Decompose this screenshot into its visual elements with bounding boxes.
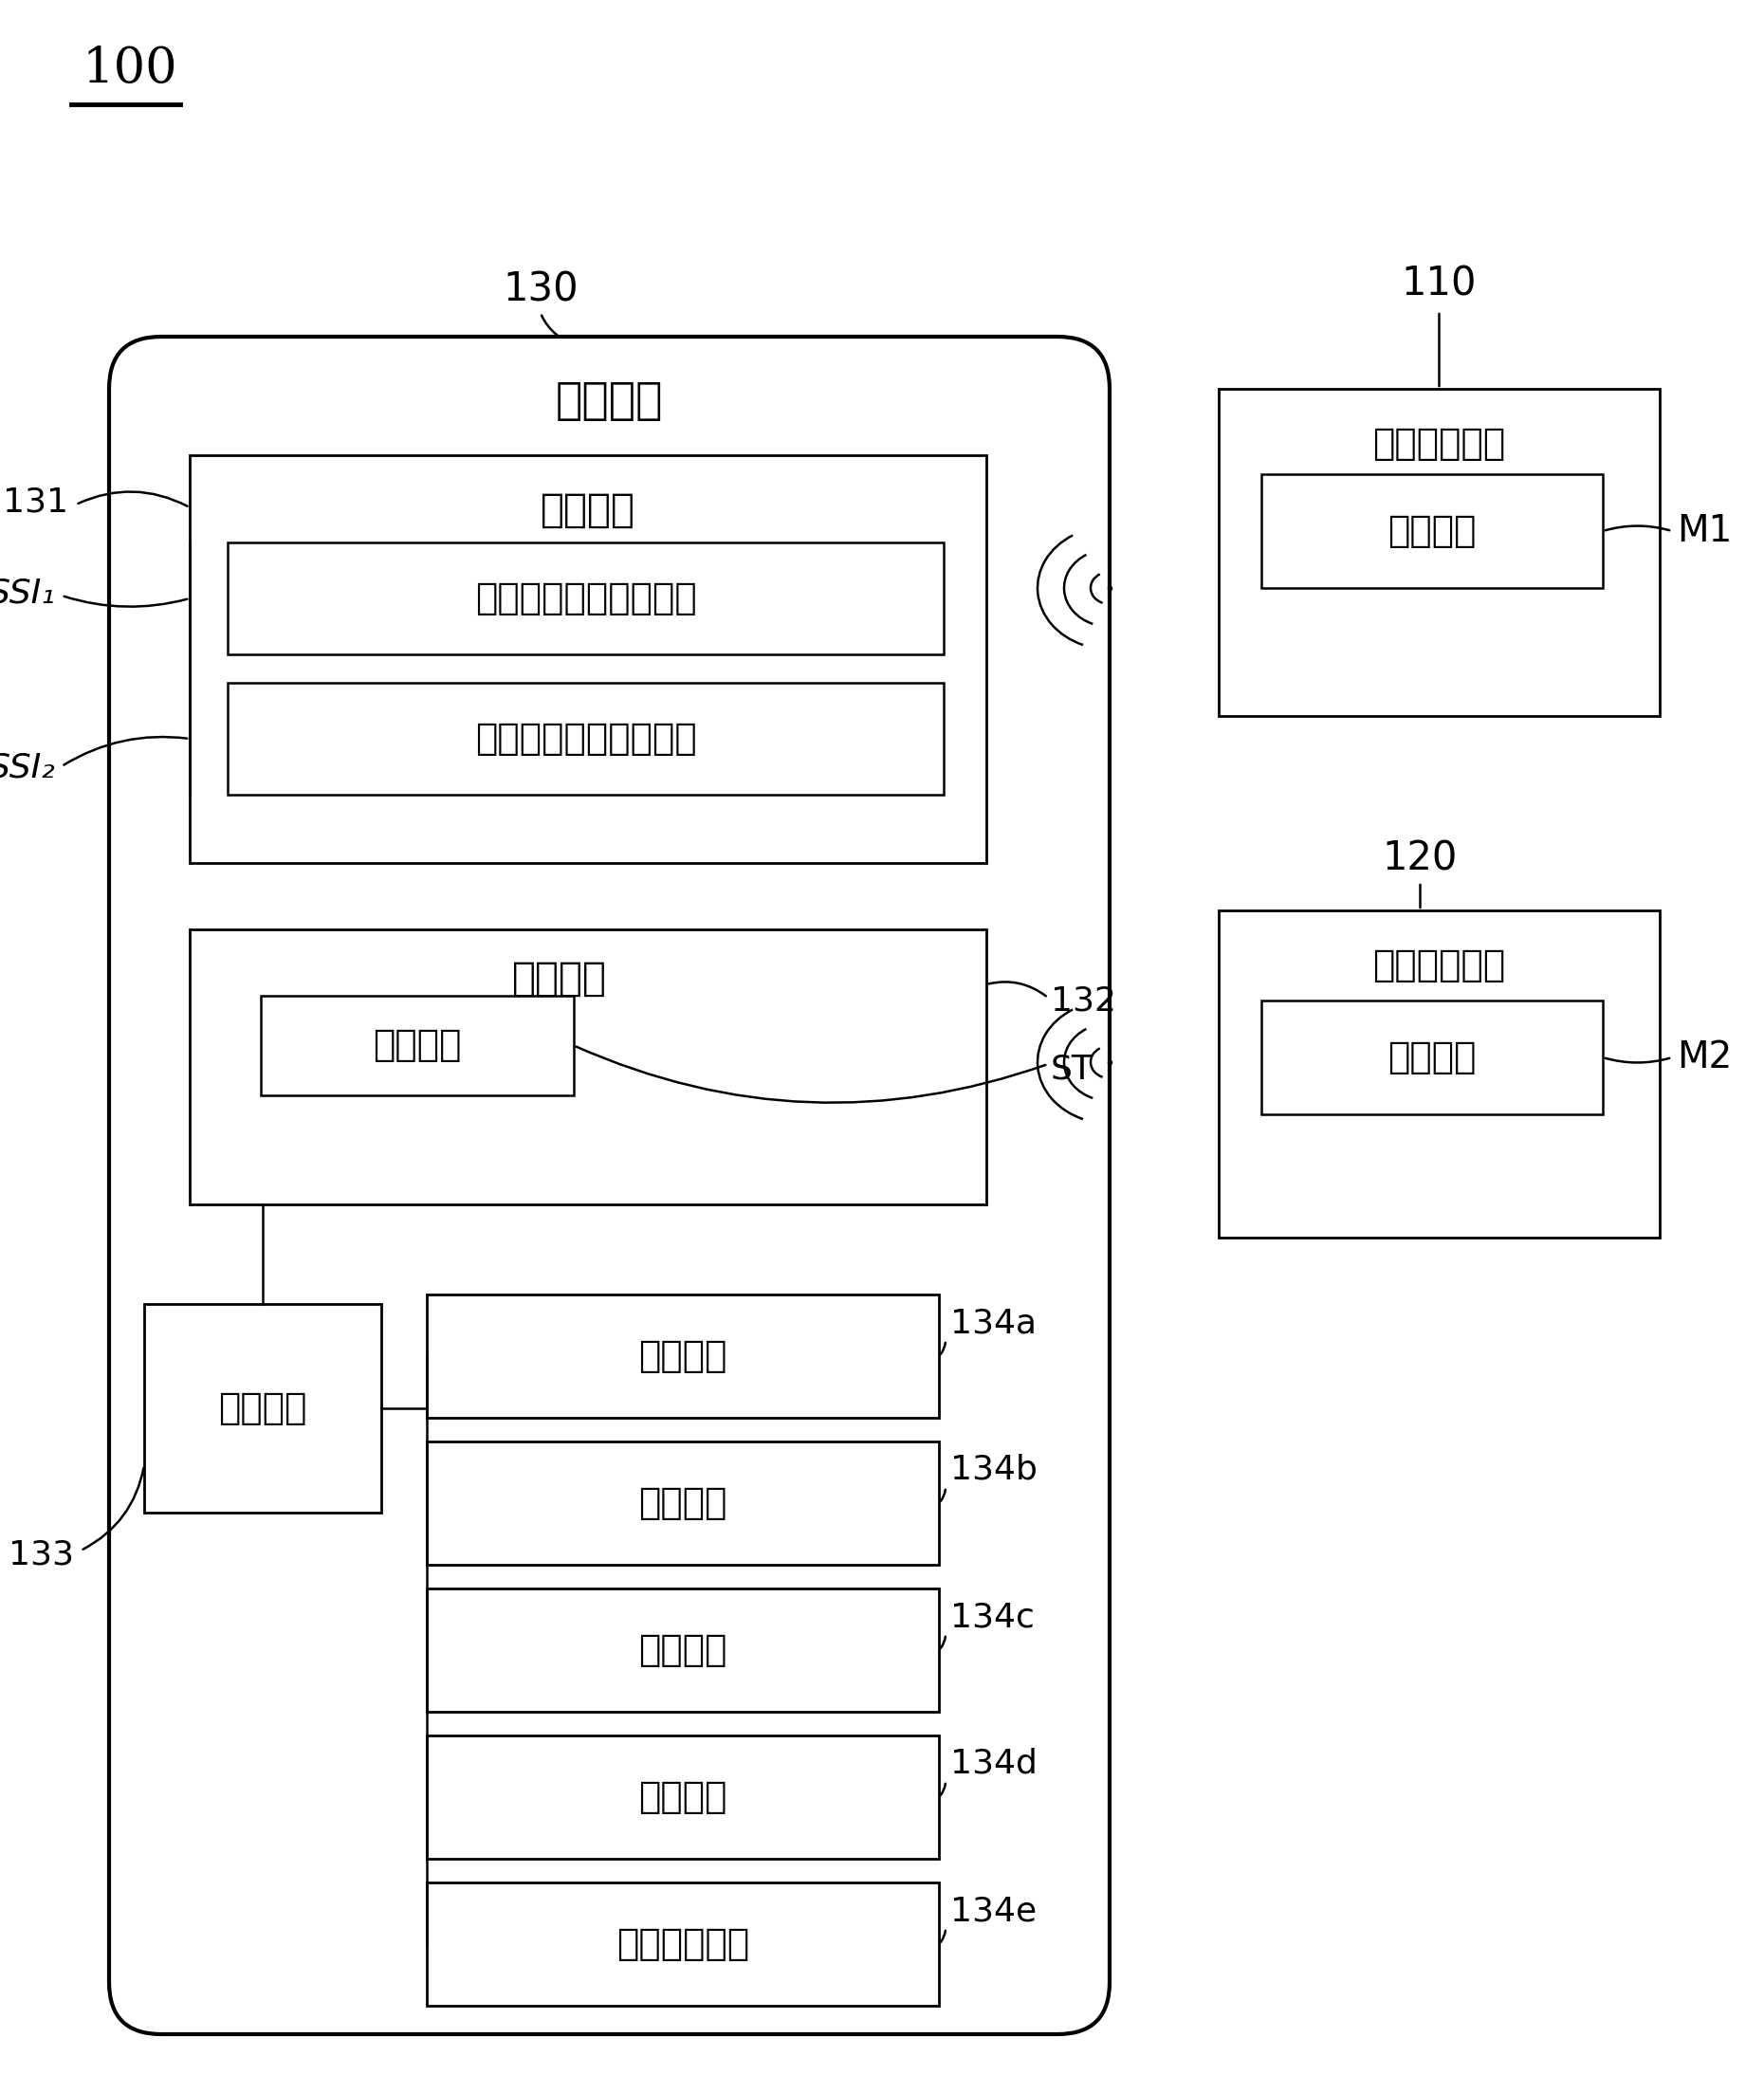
Bar — [427, 1735, 938, 1859]
FancyBboxPatch shape — [109, 337, 1110, 2034]
Text: 134b: 134b — [951, 1455, 1037, 1486]
Text: 第二通讯装置: 第二通讯装置 — [1372, 948, 1506, 984]
Text: 第二地址: 第二地址 — [1388, 1040, 1476, 1076]
Bar — [427, 1293, 938, 1417]
Text: RSSI₂: RSSI₂ — [0, 751, 55, 785]
Bar — [228, 682, 944, 795]
Text: 134e: 134e — [951, 1894, 1037, 1928]
Text: 显示模块: 显示模块 — [639, 1779, 727, 1815]
Bar — [1219, 910, 1660, 1237]
Text: 第一预设信号强度指标: 第一预设信号强度指标 — [475, 580, 697, 617]
Bar — [427, 1442, 938, 1566]
Text: 134c: 134c — [951, 1601, 1034, 1633]
Text: 系统软件: 系统软件 — [639, 1337, 727, 1375]
Text: 相机模块: 相机模块 — [639, 1633, 727, 1668]
Text: 通讯模块: 通讯模块 — [540, 490, 635, 530]
Text: 录音模块: 录音模块 — [639, 1486, 727, 1522]
Bar — [1219, 389, 1660, 716]
Bar — [1261, 1000, 1603, 1113]
Text: 第一地址: 第一地址 — [1388, 513, 1476, 548]
Text: RSSI₁: RSSI₁ — [0, 576, 55, 609]
Bar — [191, 454, 986, 862]
Text: 状态信息: 状态信息 — [372, 1028, 462, 1063]
Text: 120: 120 — [1383, 839, 1457, 879]
Bar — [191, 929, 986, 1203]
Text: M1: M1 — [1678, 513, 1732, 548]
Bar — [228, 542, 944, 655]
Bar — [261, 996, 573, 1095]
Text: 第一通讯装置: 第一通讯装置 — [1372, 425, 1506, 463]
Bar — [145, 1304, 381, 1513]
Text: 134d: 134d — [951, 1748, 1037, 1779]
Text: 133: 133 — [9, 1538, 74, 1572]
Text: 第二预设信号强度指标: 第二预设信号强度指标 — [475, 720, 697, 758]
Text: 存储模块: 存储模块 — [512, 959, 607, 998]
Bar — [427, 1589, 938, 1712]
Text: 处理模块: 处理模块 — [219, 1390, 307, 1425]
Text: 131: 131 — [4, 486, 69, 519]
Text: 音频播放模块: 音频播放模块 — [616, 1926, 750, 1961]
Text: 130: 130 — [503, 270, 579, 310]
Bar — [427, 1882, 938, 2005]
Text: 移动装置: 移动装置 — [556, 379, 663, 423]
Text: 132: 132 — [1051, 984, 1117, 1017]
Text: 110: 110 — [1401, 264, 1476, 303]
Bar — [1261, 475, 1603, 588]
Text: M2: M2 — [1678, 1040, 1732, 1076]
Text: 100: 100 — [83, 44, 178, 92]
Text: 134a: 134a — [951, 1306, 1037, 1340]
Text: ST: ST — [1051, 1053, 1094, 1086]
